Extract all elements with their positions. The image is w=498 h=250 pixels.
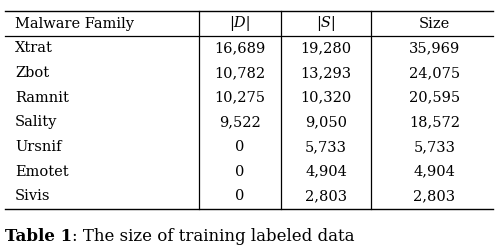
Text: Sivis: Sivis (15, 190, 50, 203)
Text: 0: 0 (236, 190, 245, 203)
Text: 4,904: 4,904 (413, 165, 455, 179)
Text: 2,803: 2,803 (413, 190, 455, 203)
Text: 10,782: 10,782 (215, 66, 265, 80)
Text: 24,075: 24,075 (409, 66, 460, 80)
Text: Xtrat: Xtrat (15, 41, 53, 55)
Text: Table 1: Table 1 (5, 228, 72, 245)
Text: 20,595: 20,595 (409, 91, 460, 105)
Text: 9,050: 9,050 (305, 115, 347, 129)
Text: 5,733: 5,733 (305, 140, 347, 154)
Text: 16,689: 16,689 (215, 41, 265, 55)
Text: : The size of training labeled data: : The size of training labeled data (72, 228, 355, 245)
Text: Malware Family: Malware Family (15, 16, 134, 30)
Text: 9,522: 9,522 (219, 115, 261, 129)
Text: 5,733: 5,733 (413, 140, 455, 154)
Text: 19,280: 19,280 (301, 41, 352, 55)
Text: Zbot: Zbot (15, 66, 49, 80)
Text: 0: 0 (236, 140, 245, 154)
Text: Ursnif: Ursnif (15, 140, 61, 154)
Text: Sality: Sality (15, 115, 57, 129)
Text: 4,904: 4,904 (305, 165, 347, 179)
Text: 13,293: 13,293 (301, 66, 352, 80)
Text: 10,275: 10,275 (215, 91, 265, 105)
Text: Ramnit: Ramnit (15, 91, 69, 105)
Text: Emotet: Emotet (15, 165, 69, 179)
Text: 0: 0 (236, 165, 245, 179)
Text: 35,969: 35,969 (409, 41, 460, 55)
Text: Size: Size (419, 16, 450, 30)
Text: |S|: |S| (316, 16, 336, 31)
Text: 10,320: 10,320 (301, 91, 352, 105)
Text: 18,572: 18,572 (409, 115, 460, 129)
Text: 2,803: 2,803 (305, 190, 347, 203)
Text: |D|: |D| (229, 16, 251, 31)
